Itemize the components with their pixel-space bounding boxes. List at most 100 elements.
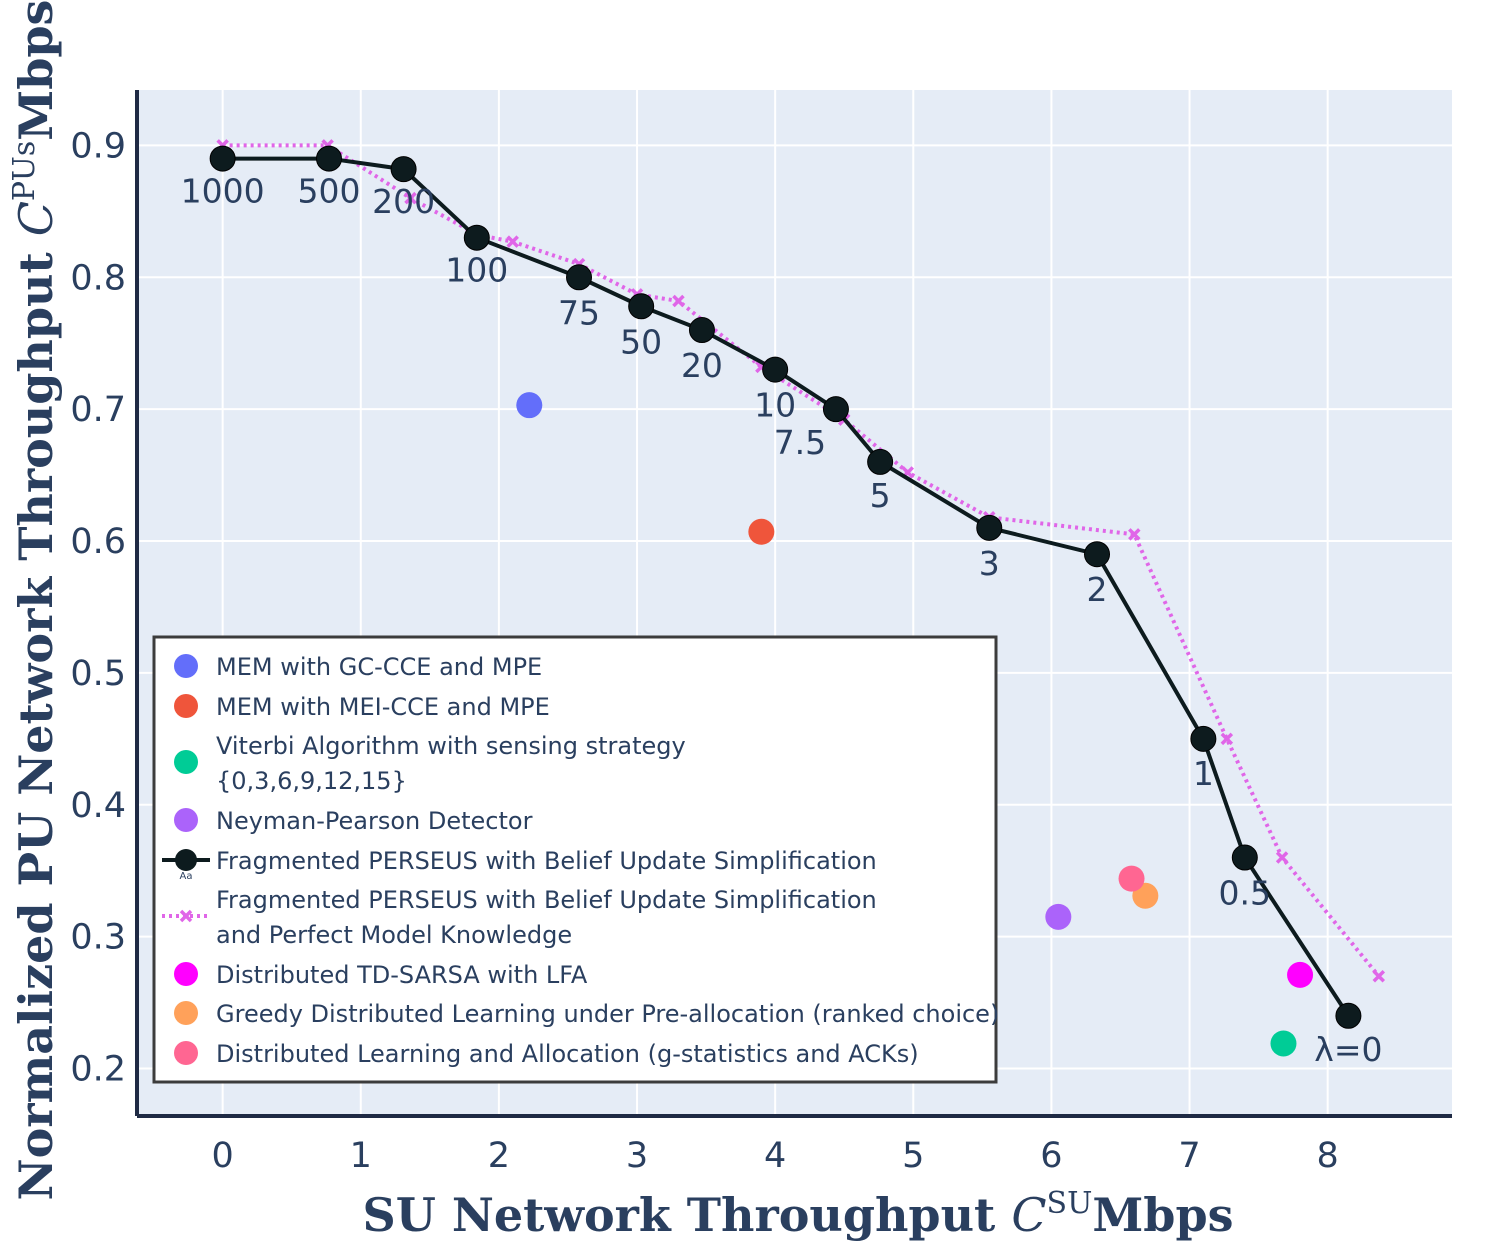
point-labels: 1000 500 200 100 75 50 20 107.5 5 3 2 1 0.5 λ=0 bbox=[181, 172, 1383, 1069]
legend-marker-icon bbox=[174, 654, 198, 678]
data-point bbox=[566, 264, 593, 291]
y-tick-label: 0.6 bbox=[70, 522, 126, 562]
series-0 bbox=[516, 392, 543, 419]
legend-label: Fragmented PERSEUS with Belief Update Si… bbox=[216, 847, 877, 875]
y-axis-title-unit: Mbps bbox=[9, 0, 63, 141]
point-label: 7.5 bbox=[774, 423, 826, 462]
legend-marker-icon bbox=[179, 909, 193, 923]
y-tick-label: 0.3 bbox=[70, 918, 126, 958]
legend: MEM with GC-CCE and MPE MEM with MEI-CCE … bbox=[152, 635, 999, 1084]
legend-box bbox=[152, 635, 998, 1084]
data-point bbox=[506, 235, 519, 248]
point-label: 1000 bbox=[181, 172, 265, 211]
legend-marker-icon bbox=[174, 750, 198, 774]
legend-item[interactable]: Greedy Distributed Learning under Pre-al… bbox=[174, 1000, 999, 1028]
data-point bbox=[748, 518, 775, 545]
x-tick-label: 5 bbox=[902, 1136, 924, 1176]
data-point bbox=[404, 191, 417, 205]
legend-label: Neyman-Pearson Detector bbox=[216, 807, 533, 835]
point-label: 5 bbox=[870, 476, 891, 515]
data-point bbox=[1128, 528, 1141, 541]
legend-text-icon: Aa bbox=[180, 871, 193, 882]
data-point bbox=[672, 294, 685, 308]
data-point bbox=[463, 224, 490, 251]
data-point bbox=[628, 293, 655, 320]
legend-label: Viterbi Algorithm with sensing strategy bbox=[216, 732, 686, 760]
x-axis-title-var: C bbox=[1011, 1188, 1046, 1242]
data-point bbox=[1118, 865, 1145, 892]
series-8 bbox=[1118, 865, 1145, 892]
legend-label: and Perfect Model Knowledge bbox=[216, 921, 572, 949]
point-label: 2 bbox=[1087, 570, 1108, 609]
data-point bbox=[688, 317, 715, 344]
legend-marker-icon bbox=[175, 849, 197, 871]
legend-label: {0,3,6,9,12,15} bbox=[216, 767, 407, 795]
x-axis-title-main: SU Network Throughput bbox=[362, 1188, 1011, 1242]
data-point bbox=[1231, 844, 1258, 871]
legend-marker-icon bbox=[174, 962, 198, 986]
x-tick-labels: 0 1 2 3 4 5 6 7 8 bbox=[212, 1136, 1339, 1176]
data-point bbox=[867, 448, 894, 475]
y-tick-labels: 0.2 0.3 0.4 0.5 0.6 0.7 0.8 0.9 bbox=[70, 126, 126, 1089]
series-layer bbox=[209, 139, 1386, 1057]
data-point bbox=[976, 514, 1003, 541]
legend-marker-icon bbox=[174, 694, 198, 718]
legend-label: MEM with GC-CCE and MPE bbox=[216, 653, 542, 681]
legend-item[interactable]: Distributed Learning and Allocation (g-s… bbox=[174, 1040, 919, 1068]
x-axis-title-sup: SU bbox=[1047, 1186, 1093, 1221]
series-3 bbox=[1045, 903, 1072, 930]
x-axis-title: SU Network Throughput CSUMbps bbox=[362, 1186, 1233, 1242]
y-axis-title-var: C bbox=[9, 201, 63, 236]
legend-item[interactable]: MEM with GC-CCE and MPE bbox=[174, 653, 542, 681]
x-tick-label: 0 bbox=[212, 1136, 234, 1176]
data-point bbox=[209, 145, 236, 172]
point-label: λ=0 bbox=[1314, 1030, 1382, 1069]
legend-marker-icon bbox=[174, 1001, 198, 1025]
point-label: 500 bbox=[298, 172, 361, 211]
data-point bbox=[1084, 541, 1111, 568]
point-label: 3 bbox=[979, 544, 1000, 583]
x-tick-label: 7 bbox=[1178, 1136, 1200, 1176]
data-point bbox=[1045, 903, 1072, 930]
legend-label: Distributed TD-SARSA with LFA bbox=[216, 961, 588, 989]
data-point bbox=[1372, 969, 1386, 983]
legend-marker-icon bbox=[174, 1041, 198, 1065]
legend-item[interactable]: Fragmented PERSEUS with Belief Update Si… bbox=[162, 886, 877, 949]
data-point bbox=[1335, 1002, 1362, 1029]
legend-item[interactable]: Viterbi Algorithm with sensing strategy {… bbox=[174, 732, 686, 795]
x-tick-label: 2 bbox=[488, 1136, 510, 1176]
point-label: 100 bbox=[445, 251, 508, 290]
legend-marker-icon bbox=[174, 808, 198, 832]
data-point bbox=[1190, 725, 1217, 752]
data-point bbox=[1220, 732, 1234, 746]
legend-item[interactable]: MEM with MEI-CCE and MPE bbox=[174, 693, 550, 721]
x-tick-label: 1 bbox=[350, 1136, 372, 1176]
data-point bbox=[1275, 851, 1289, 864]
point-label: 75 bbox=[558, 293, 600, 332]
y-axis-title-main: Normalized PU Network Throughput bbox=[9, 236, 63, 1200]
legend-item[interactable]: Distributed TD-SARSA with LFA bbox=[174, 961, 588, 989]
series-2 bbox=[1270, 1030, 1297, 1057]
point-label: 10 bbox=[754, 386, 796, 425]
series-1 bbox=[748, 518, 775, 545]
data-point bbox=[762, 356, 789, 383]
y-tick-label: 0.2 bbox=[70, 1050, 126, 1090]
y-tick-label: 0.9 bbox=[70, 126, 126, 166]
x-tick-label: 4 bbox=[764, 1136, 786, 1176]
legend-label: Greedy Distributed Learning under Pre-al… bbox=[216, 1000, 999, 1028]
x-axis-title-unit: Mbps bbox=[1092, 1188, 1233, 1242]
point-label: 0.5 bbox=[1219, 874, 1271, 913]
y-tick-label: 0.8 bbox=[70, 258, 126, 298]
legend-item[interactable]: Neyman-Pearson Detector bbox=[174, 807, 533, 835]
x-tick-label: 8 bbox=[1317, 1136, 1339, 1176]
legend-item[interactable]: Aa Fragmented PERSEUS with Belief Update … bbox=[162, 847, 877, 882]
y-tick-label: 0.4 bbox=[70, 786, 126, 826]
legend-label: Fragmented PERSEUS with Belief Update Si… bbox=[216, 886, 877, 914]
data-point bbox=[316, 145, 343, 172]
data-point bbox=[516, 392, 543, 419]
series-6 bbox=[1287, 961, 1314, 988]
x-tick-label: 3 bbox=[626, 1136, 648, 1176]
point-label: 200 bbox=[372, 182, 435, 221]
legend-label: Distributed Learning and Allocation (g-s… bbox=[216, 1040, 919, 1068]
